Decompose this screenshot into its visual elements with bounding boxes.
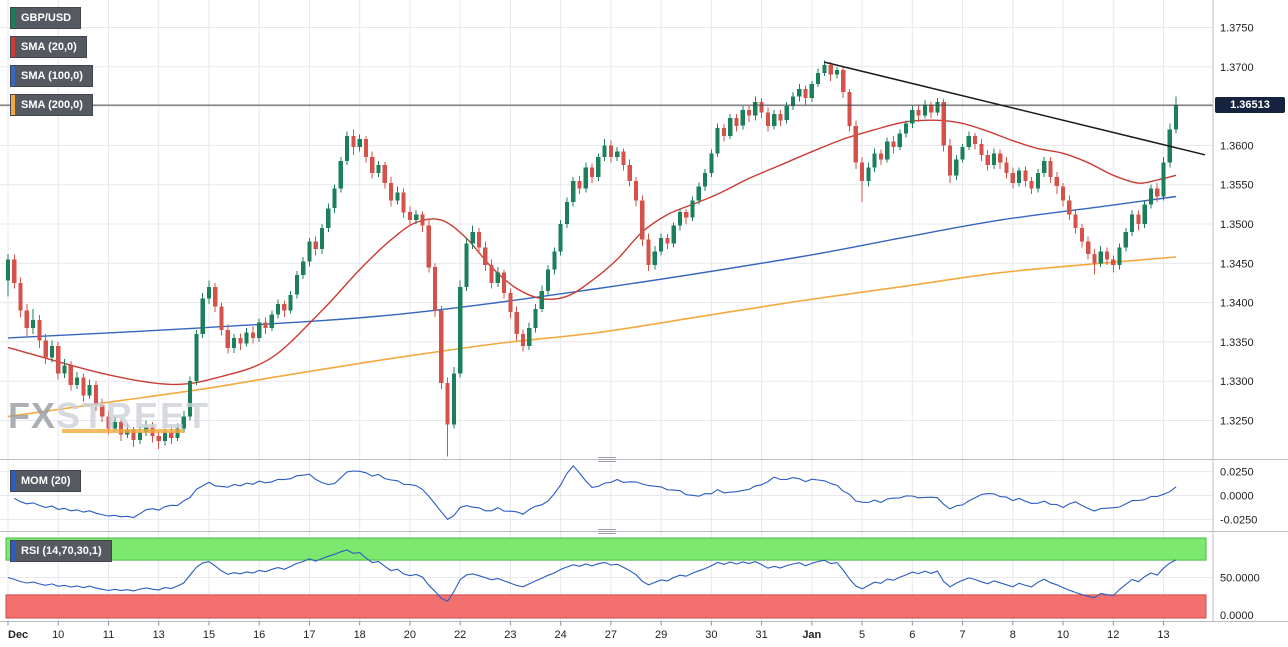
mom-axis-labels: 0.0250 0.0000 -0.0250 [1220,467,1257,527]
svg-text:1.3600: 1.3600 [1220,140,1254,152]
svg-text:8: 8 [1010,629,1016,641]
mom-line [14,464,1177,521]
legend-sma100-label: SMA (100,0) [21,70,83,82]
sma20-line [7,119,1177,386]
rsi-line [7,549,1177,602]
svg-text:16: 16 [253,629,265,641]
legend-sma200-label: SMA (200,0) [21,99,83,111]
trendline[interactable] [824,61,1206,156]
svg-text:10: 10 [1057,629,1069,641]
svg-text:31: 31 [755,629,767,641]
mom-swatch-icon [11,471,15,491]
svg-text:0.0000: 0.0000 [1220,610,1254,622]
svg-text:50.0000: 50.0000 [1220,573,1260,585]
svg-text:1.3750: 1.3750 [1220,23,1254,35]
svg-text:0.0000: 0.0000 [1220,491,1254,503]
sma100-line [7,195,1177,339]
sma100-swatch-icon [11,66,15,86]
svg-text:11: 11 [103,629,114,641]
svg-text:1.3250: 1.3250 [1220,416,1254,428]
legend-rsi[interactable]: RSI (14,70,30,1) [10,540,112,562]
svg-text:29: 29 [655,629,667,641]
rsi-oversold-zone [5,594,1207,619]
svg-text:5: 5 [859,629,865,641]
legend-sma20-label: SMA (20,0) [21,41,77,53]
svg-text:15: 15 [203,629,215,641]
panel-resize-handle-mom[interactable] [598,457,616,462]
legend-sma100[interactable]: SMA (100,0) [10,65,93,87]
svg-text:18: 18 [354,629,366,641]
svg-text:1.3400: 1.3400 [1220,298,1254,310]
legend-mom[interactable]: MOM (20) [10,470,81,492]
svg-text:24: 24 [554,629,566,641]
legend-sma200[interactable]: SMA (200,0) [10,94,93,116]
svg-text:1.3550: 1.3550 [1220,180,1254,192]
rsi-axis-labels: 50.0000 0.0000 [1220,573,1260,623]
svg-text:1.3700: 1.3700 [1220,62,1254,74]
svg-text:27: 27 [605,629,617,641]
svg-text:13: 13 [153,629,165,641]
last-price-badge: 1.36513 [1215,97,1285,113]
price-axis-labels: 1.37501.37001.36501.36001.35501.35001.34… [1220,23,1254,428]
sma20-swatch-icon [11,37,15,57]
watermark-street-text: STREET [56,395,211,436]
svg-text:13: 13 [1157,629,1169,641]
svg-text:Dec: Dec [8,629,28,641]
svg-text:10: 10 [52,629,64,641]
svg-text:Jan: Jan [802,629,821,641]
time-axis-labels: Dec 10 11 13 15 16 17 18 20 22 23 24 27 29 30 31 Jan 5 6 7 8… [7,621,1170,641]
symbol-swatch-icon [11,8,15,28]
legend-symbol[interactable]: GBP/USD [10,7,82,29]
svg-text:22: 22 [454,629,466,641]
svg-text:-0.0250: -0.0250 [1220,514,1257,526]
svg-text:1.3500: 1.3500 [1220,219,1254,231]
sma200-swatch-icon [11,95,15,115]
svg-text:17: 17 [303,629,315,641]
sma200-line [7,256,1177,418]
watermark-orange-bar [62,429,184,433]
rsi-overbought-zone [5,537,1207,561]
rsi-swatch-icon [11,541,15,561]
main-legend-stack: GBP/USD SMA (20,0) SMA (100,0) SMA (200,… [10,7,93,116]
legend-rsi-label: RSI (14,70,30,1) [21,545,102,557]
svg-text:1.3350: 1.3350 [1220,337,1254,349]
svg-text:20: 20 [404,629,416,641]
gridlines [0,0,1213,621]
fxstreet-watermark: FXSTREET [8,398,210,442]
svg-text:6: 6 [909,629,915,641]
svg-text:7: 7 [960,629,966,641]
legend-symbol-label: GBP/USD [21,12,72,24]
svg-text:0.0250: 0.0250 [1220,467,1254,479]
svg-text:30: 30 [705,629,717,641]
svg-text:12: 12 [1107,629,1119,641]
legend-mom-label: MOM (20) [21,475,71,487]
svg-text:1.3300: 1.3300 [1220,376,1254,388]
legend-sma20[interactable]: SMA (20,0) [10,36,87,58]
panel-resize-handle-rsi[interactable] [598,529,616,534]
svg-text:1.3450: 1.3450 [1220,258,1254,270]
svg-text:23: 23 [504,629,516,641]
watermark-fx-text: FX [8,395,57,436]
